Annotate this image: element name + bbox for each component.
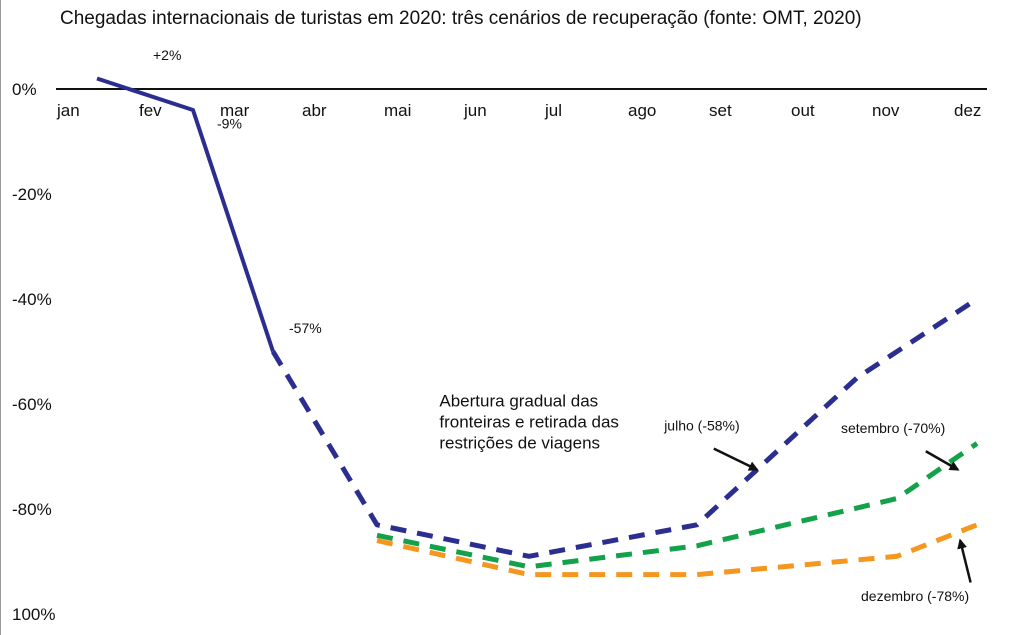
scenario-label: julho (-58%) <box>663 417 739 433</box>
annotation-arrow <box>925 450 960 471</box>
y-tick-label: 100% <box>12 605 55 624</box>
x-tick-label: abr <box>302 101 327 120</box>
x-tick-label: nov <box>872 101 900 120</box>
y-tick-label: -20% <box>12 185 52 204</box>
annotation-line: Abertura gradual das <box>439 392 598 411</box>
x-tick-label: fev <box>139 101 162 120</box>
x-tick-label: jun <box>463 101 487 120</box>
annotation-arrow <box>713 447 759 471</box>
point-label: -9% <box>217 115 242 131</box>
y-tick-label: -80% <box>12 500 52 519</box>
x-tick-label: dez <box>954 101 981 120</box>
scenario-label: dezembro (-78%) <box>861 588 969 604</box>
scenario-line-1 <box>376 441 979 570</box>
x-tick-label: jul <box>544 101 562 120</box>
x-tick-label: mar <box>220 101 250 120</box>
scenario-line-2 <box>376 522 978 578</box>
annotation-arrow <box>957 538 972 583</box>
y-tick-label: 0% <box>12 80 37 99</box>
x-tick-label: ago <box>628 101 656 120</box>
scenario-label: setembro (-70%) <box>841 420 945 436</box>
x-tick-label: out <box>791 101 815 120</box>
y-tick-label: -60% <box>12 395 52 414</box>
annotation-line: restrições de viagens <box>439 434 600 453</box>
point-label: +2% <box>153 47 181 63</box>
x-tick-label: jan <box>56 101 80 120</box>
y-tick-label: -40% <box>12 290 52 309</box>
scenario-line-0 <box>270 296 979 559</box>
x-tick-label: set <box>709 101 732 120</box>
x-tick-label: mai <box>384 101 411 120</box>
observed-line <box>96 76 275 353</box>
point-label: -57% <box>289 320 322 336</box>
annotation-text: Abertura gradual das fronteiras e retirad… <box>439 392 619 453</box>
chart-title: Chegadas internacionais de turistas em 2… <box>60 8 862 29</box>
annotation-line: fronteiras e retirada das <box>439 413 619 432</box>
